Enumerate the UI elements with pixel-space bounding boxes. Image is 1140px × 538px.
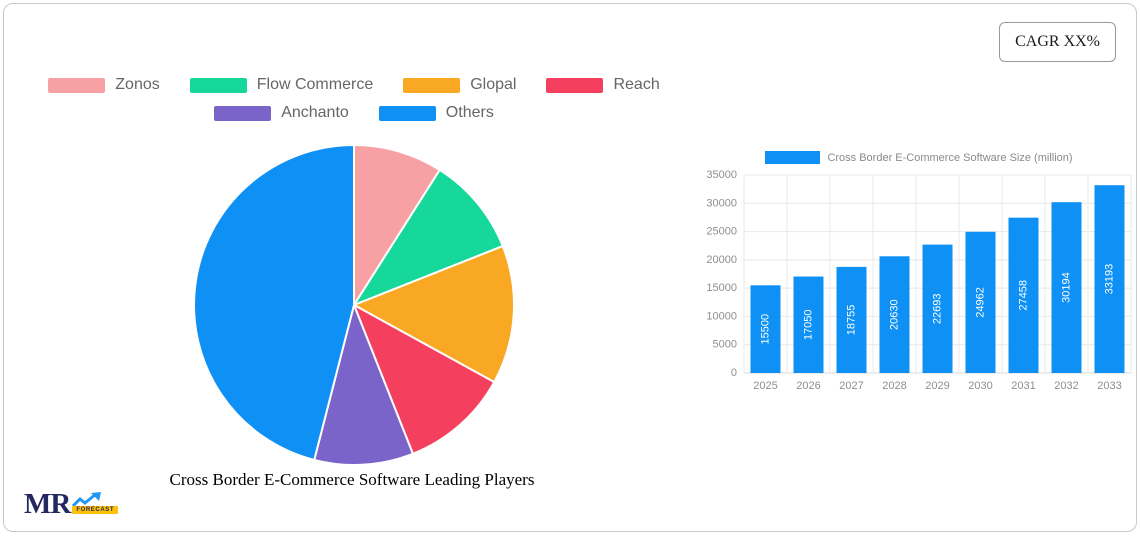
pie-legend: Zonos Flow Commerce Glopal Reach Anchanto Oth… [44,76,664,122]
pie-chart-title: Cross Border E-Commerce Software Leading… [169,470,535,489]
x-tick-label: 2033 [1097,380,1121,392]
legend-item-glopal[interactable]: Glopal [403,76,516,94]
legend-swatch [189,77,247,93]
bar-value-label: 30194 [1061,272,1073,303]
y-tick-label: 5000 [713,339,737,351]
y-tick-label: 0 [731,367,737,379]
x-tick-label: 2029 [925,380,949,392]
pie-slice-reach [353,304,496,455]
y-tick-label: 35000 [706,169,737,181]
bar-value-label: 24962 [975,287,987,318]
pie-slice-others [193,144,355,461]
legend-label: Reach [613,76,660,93]
legend-swatch [378,105,436,121]
bar-2026 [793,276,824,373]
trend-arrow-icon [72,492,102,508]
y-tick-label: 20000 [706,254,737,266]
bar-value-label: 27458 [1018,280,1030,311]
bar-value-label: 18755 [846,305,858,336]
y-tick-label: 10000 [706,310,737,322]
legend-swatch [546,77,604,93]
legend-swatch [214,105,272,121]
pie-slice-anchanto [313,304,414,466]
legend-item-flow-commerce[interactable]: Flow Commerce [189,76,374,94]
bar-chart: 0 5000 10000 15000 20000 25000 30000 35000 15500… [706,169,1132,392]
x-tick-label: 2031 [1011,380,1035,392]
bar-value-label: 22693 [932,294,944,325]
bar-value-label: 20630 [889,299,901,330]
legend-label: Glopal [470,76,517,93]
x-tick-label: 2030 [968,380,992,392]
x-tick-label: 2032 [1054,380,1078,392]
pie-chart [193,144,515,466]
logo-forecast-text: FORECAST [72,506,119,514]
x-tick-label: 2027 [839,380,863,392]
legend-swatch [403,77,461,93]
bar-2028 [879,256,910,373]
x-tick-label: 2025 [753,380,777,392]
x-tick-label: 2026 [796,380,820,392]
cagr-badge[interactable]: CAGR XX% [999,22,1116,62]
bar-2033 [1094,185,1125,373]
bar-2032 [1051,202,1082,373]
y-tick-label: 30000 [706,197,737,209]
y-tick-label: 25000 [706,226,737,238]
bar-value-label: 15500 [760,314,772,345]
bar-value-label: 17050 [803,309,815,340]
bar-2031 [1008,217,1039,373]
x-tick-label: 2028 [882,380,906,392]
bar-2025 [750,285,781,373]
chart-card: CAGR XX% Zonos Flow Commerce Glopal Reach An… [3,3,1137,532]
pie-legend-row: Anchanto Others [44,104,664,122]
pie-slice-zonos [353,144,441,306]
legend-item-anchanto[interactable]: Anchanto [214,104,349,122]
bar-2027 [836,266,867,373]
y-tick-label: 15000 [706,282,737,294]
bar-2030 [965,231,996,373]
pie-slice-glopal [353,245,515,384]
bar-value-label: 33193 [1104,264,1116,295]
logo-mr-text: MR [24,488,71,520]
legend-item-zonos[interactable]: Zonos [48,76,160,94]
legend-label: Flow Commerce [256,76,374,93]
bar-legend-label: Cross Border E-Commerce Software Size (m… [827,151,1073,164]
bar-legend-swatch [765,151,821,164]
bar-2029 [922,244,953,373]
mr-forecast-logo: MR FORECAST [24,488,119,520]
legend-item-others[interactable]: Others [378,104,494,122]
legend-label: Others [445,104,494,121]
pie-legend-row: Zonos Flow Commerce Glopal Reach [44,76,664,94]
legend-label: Zonos [115,76,160,93]
bar-legend[interactable]: Cross Border E-Commerce Software Size (m… [704,151,1134,164]
pie-slice-flow-commerce [353,168,504,306]
legend-label: Anchanto [281,104,349,121]
legend-swatch [48,77,106,93]
legend-item-reach[interactable]: Reach [546,76,660,94]
